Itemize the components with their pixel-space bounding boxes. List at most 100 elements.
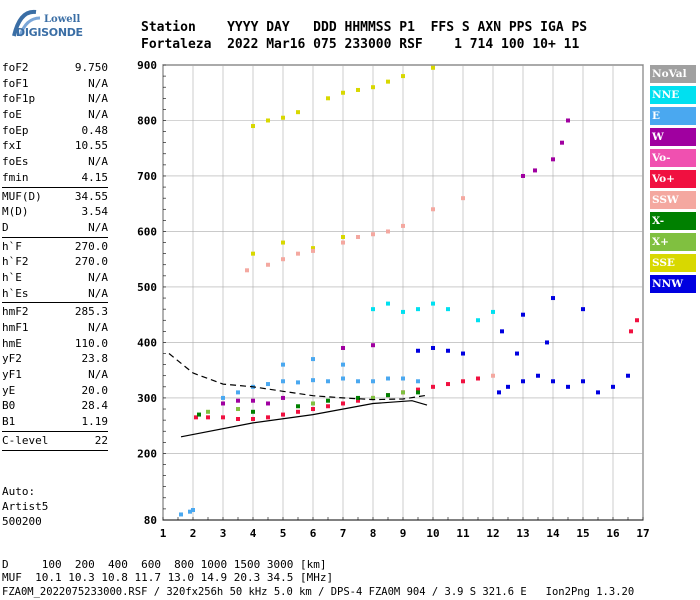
param-row-md: M(D) 3.54 (2, 204, 108, 220)
legend-item-w: W (650, 128, 696, 146)
param-row-he: h`E N/A (2, 270, 108, 286)
param-value: N/A (88, 76, 108, 90)
point-w (341, 345, 345, 350)
param-value: 0.48 (81, 123, 109, 137)
point-sse (281, 240, 285, 245)
param-row-hf: h`F 270.0 (2, 239, 108, 255)
legend-item-nnw: NNW (650, 275, 696, 293)
param-row-hme: hmE 110.0 (2, 336, 108, 352)
param-value: N/A (88, 368, 108, 382)
param-value: 10.55 (74, 139, 108, 153)
point-nnw (551, 379, 555, 384)
point-sse (386, 79, 390, 84)
param-value: N/A (88, 286, 108, 300)
point-w (560, 140, 564, 145)
y-tick-label: 700 (137, 170, 157, 183)
point-x (416, 390, 420, 395)
point-e (281, 379, 285, 384)
point-nnw (431, 345, 435, 350)
point-nnw (581, 307, 585, 312)
point-nnw (497, 390, 501, 395)
param-name: C-level (2, 433, 49, 447)
point-vo (236, 417, 240, 422)
param-name: hmF1 (2, 321, 29, 334)
header-values: Fortaleza 2022 Mar16 075 233000 RSF 1 71… (141, 37, 580, 52)
param-value: 3.54 (81, 205, 109, 219)
param-value: 9.750 (74, 61, 108, 74)
param-row-foep: foEp 0.48 (2, 123, 108, 139)
point-vo (221, 415, 225, 420)
point-nnw (536, 373, 540, 378)
legend-item-x: X- (650, 212, 696, 230)
point-x (206, 409, 210, 414)
param-name: yE (2, 383, 16, 397)
y-tick-label: 800 (137, 114, 157, 127)
param-name: foF2 (2, 61, 29, 74)
point-sse (356, 87, 360, 92)
point-vo (629, 329, 633, 334)
point-sse (281, 115, 285, 120)
param-row-hf2: h`F2 270.0 (2, 254, 108, 270)
logo-text-top: Lowell (44, 14, 81, 25)
param-value: 270.0 (74, 239, 108, 253)
point-nne (431, 301, 435, 306)
param-name: foEs (2, 155, 29, 169)
point-e (356, 379, 360, 384)
param-row-foes: foEs N/A (2, 154, 108, 170)
param-name: D (2, 220, 9, 234)
param-row-fxi: fxI 10.55 (2, 138, 108, 154)
point-x (386, 393, 390, 398)
param-name: fxI (2, 139, 22, 153)
point-x (236, 407, 240, 412)
param-row-yf1: yF1 N/A (2, 367, 108, 383)
x-tick-label: 13 (516, 527, 529, 540)
point-sse (311, 246, 315, 251)
param-name: foF1p (2, 92, 36, 106)
point-e (326, 379, 330, 384)
x-tick-label: 1 (160, 527, 167, 540)
legend-item-vo: Vo+ (650, 170, 696, 188)
point-w (371, 343, 375, 348)
param-row-mufd: MUF(D) 34.55 (2, 189, 108, 205)
x-tick-label: 12 (486, 527, 499, 540)
point-x (197, 412, 201, 417)
point-vo (416, 387, 420, 392)
point-nnw (626, 373, 630, 378)
point-nne (476, 318, 480, 323)
param-name: B0 (2, 399, 16, 413)
point-nne (416, 307, 420, 312)
separator (2, 236, 108, 238)
point-w (533, 168, 537, 173)
scaled-parameters-panel: foF2 9.750 foF1 N/A foF1p N/A foE N/A foEp 0.48 fx… (2, 60, 108, 452)
param-value: 4.15 (81, 170, 109, 184)
x-tick-label: 5 (280, 527, 287, 540)
param-row-b1: B1 1.19 (2, 414, 108, 430)
param-row-fof1: foF1 N/A (2, 76, 108, 92)
point-e (188, 509, 192, 514)
point-sse (326, 96, 330, 101)
auto-label: Auto: (2, 485, 36, 498)
point-w (551, 157, 555, 162)
point-ssw (266, 262, 270, 267)
point-ssw (491, 373, 495, 378)
point-ssw (401, 223, 405, 228)
x-tick-label: 4 (250, 527, 257, 540)
point-nnw (521, 379, 525, 384)
polarization-legend: NoVal NNE E W Vo- Vo+ SSW X- X+ SSE NNW (650, 65, 696, 296)
point-vo (206, 415, 210, 420)
param-row-d: D N/A (2, 220, 108, 236)
header-labels: Station YYYY DAY DDD HHMMSS P1 FFS S AXN… (141, 20, 588, 35)
point-nnw (515, 351, 519, 356)
point-e (281, 362, 285, 367)
separator (2, 449, 108, 451)
param-value: 34.55 (74, 189, 108, 203)
point-nnw (506, 384, 510, 389)
param-value: N/A (88, 220, 108, 234)
point-vo (635, 318, 639, 323)
param-name: yF1 (2, 368, 22, 382)
y-tick-label: 200 (137, 447, 157, 460)
point-x (296, 404, 300, 409)
footer-file-line: FZA0M_2022075233000.RSF / 320fx256h 50 k… (2, 586, 635, 598)
param-value: N/A (88, 321, 108, 334)
